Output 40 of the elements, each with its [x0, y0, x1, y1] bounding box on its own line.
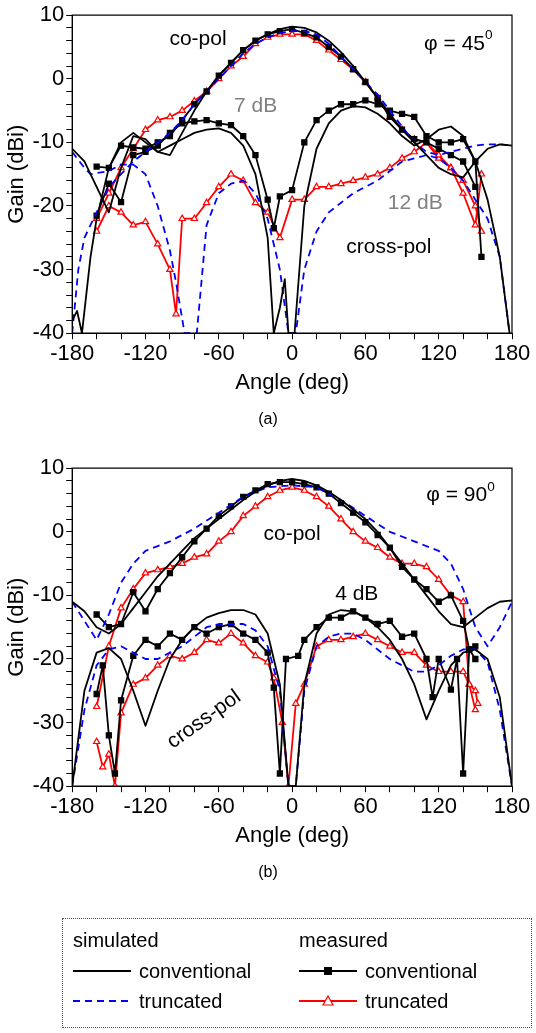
- y-tick-label: 10: [39, 454, 65, 480]
- y-tick-label: -10: [32, 581, 65, 607]
- y-tick-label: 0: [51, 517, 65, 543]
- y-axis-title: Gain (dBi): [3, 124, 29, 224]
- legend-label: conventional: [139, 959, 252, 983]
- y-tick-label: 10: [39, 1, 65, 27]
- legend-label: truncated: [139, 989, 223, 1013]
- annotation: 4 dB: [335, 580, 379, 604]
- annotation: 12 dB: [387, 189, 443, 213]
- x-tick-label: -120: [123, 793, 168, 819]
- legend-label: conventional: [365, 959, 478, 983]
- x-tick-label: 120: [420, 793, 458, 819]
- y-tick-label: -30: [32, 255, 65, 281]
- y-tick-label: 0: [51, 64, 65, 90]
- x-tick-label: -60: [202, 793, 235, 819]
- annotation: cross-pol: [346, 233, 432, 257]
- x-tick-label: 120: [420, 340, 458, 366]
- text: simulated: [73, 929, 160, 952]
- y-tick-label: -10: [32, 128, 65, 154]
- legend-label: truncated: [365, 989, 449, 1013]
- annotation: 7 dB: [233, 92, 278, 116]
- y-tick-label: -20: [32, 645, 65, 671]
- x-tick-label: -60: [202, 340, 235, 366]
- annotation: co-pol: [169, 25, 227, 49]
- x-tick-label: 0: [285, 340, 299, 366]
- y-tick-label: -30: [32, 708, 65, 734]
- x-tick-label: 180: [493, 340, 531, 366]
- text: (b): [257, 863, 279, 881]
- x-tick-label: 0: [285, 793, 299, 819]
- annotation: co-pol: [263, 520, 321, 544]
- x-tick-label: 180: [493, 793, 531, 819]
- x-tick-label: -120: [123, 340, 168, 366]
- y-tick-label: -20: [32, 192, 65, 218]
- x-tick-label: 60: [353, 340, 378, 366]
- y-axis-title: Gain (dBi): [3, 577, 29, 677]
- x-axis-title: Angle (deg): [235, 821, 349, 847]
- x-tick-label: 60: [353, 793, 378, 819]
- text: (a): [257, 410, 279, 428]
- x-axis-title: Angle (deg): [235, 368, 349, 394]
- text: measured: [299, 929, 389, 952]
